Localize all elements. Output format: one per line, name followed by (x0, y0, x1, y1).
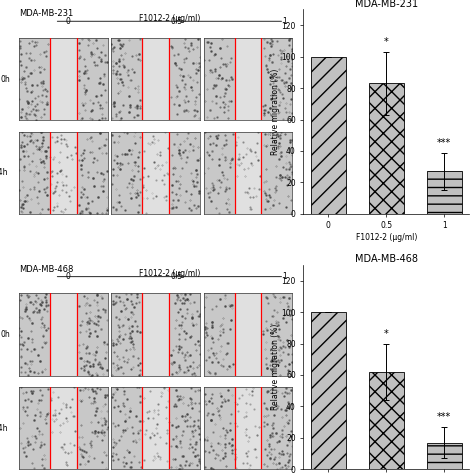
Bar (369, 83, 404, 214)
Bar (235, 293, 262, 376)
Bar (50, 132, 77, 214)
Bar (235, 387, 262, 469)
Text: 0.5: 0.5 (170, 272, 182, 281)
Text: 1: 1 (282, 272, 287, 281)
Bar (50, 293, 77, 376)
Bar (311, 312, 346, 469)
Y-axis label: Relative migration (%): Relative migration (%) (271, 68, 280, 155)
Y-axis label: Relative migration (%): Relative migration (%) (271, 324, 280, 410)
Text: MDA-MB-468: MDA-MB-468 (19, 265, 73, 274)
Bar (142, 387, 169, 469)
Y-axis label: 0h: 0h (0, 75, 10, 83)
Bar (369, 372, 404, 469)
Text: *: * (384, 37, 389, 47)
Bar (235, 38, 262, 120)
Bar (50, 38, 77, 120)
Bar (235, 132, 262, 214)
Bar (142, 293, 169, 376)
Y-axis label: 24h: 24h (0, 424, 8, 433)
Bar (142, 132, 169, 214)
Text: ***: *** (437, 412, 451, 422)
Text: F1012-2 (μg/ml): F1012-2 (μg/ml) (139, 14, 200, 23)
Title: MDA-MB-231: MDA-MB-231 (355, 0, 418, 9)
Text: *: * (384, 329, 389, 339)
Bar (142, 38, 169, 120)
Title: MDA-MB-468: MDA-MB-468 (355, 254, 418, 264)
Bar (50, 387, 77, 469)
Text: F1012-2 (μg/ml): F1012-2 (μg/ml) (139, 269, 200, 278)
Text: 0.5: 0.5 (170, 17, 182, 26)
Y-axis label: 0h: 0h (0, 330, 10, 339)
Text: 0: 0 (66, 17, 71, 26)
Bar (427, 443, 462, 469)
X-axis label: F1012-2 (μg/ml): F1012-2 (μg/ml) (356, 233, 417, 242)
Text: MDA-MB-231: MDA-MB-231 (19, 9, 73, 18)
Text: 1: 1 (282, 17, 287, 26)
Y-axis label: 24h: 24h (0, 168, 8, 177)
Bar (427, 172, 462, 214)
Text: 0: 0 (66, 272, 71, 281)
Bar (311, 56, 346, 214)
Text: ***: *** (437, 138, 451, 148)
